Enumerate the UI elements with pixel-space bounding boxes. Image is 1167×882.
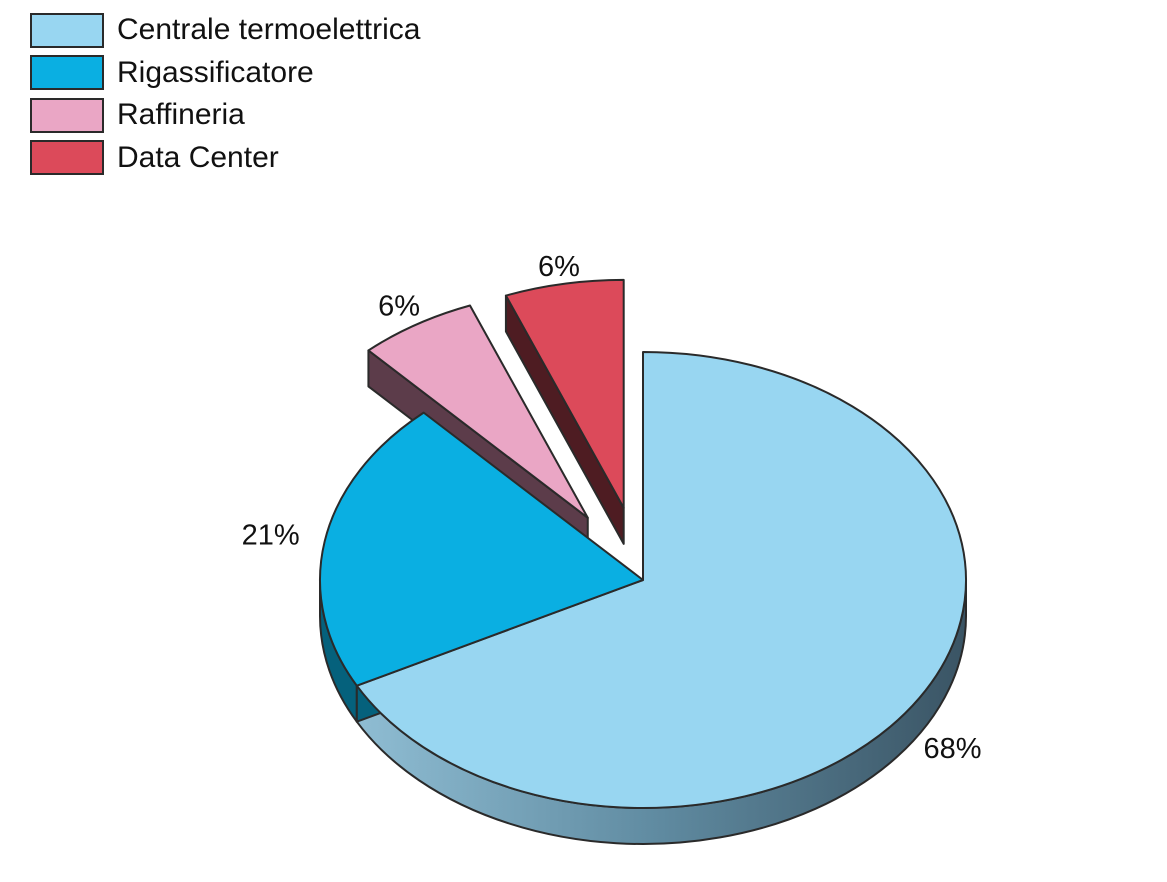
slice-value-label: 6% [378,290,420,322]
legend-swatch [30,140,104,176]
slice-top [355,351,967,809]
legend-label: Raffineria [117,98,245,132]
legend-item-centrale: Centrale termoelettrica [30,9,420,52]
legend-swatch [30,55,104,91]
legend: Centrale termoelettrica Rigassificatore … [30,9,420,179]
slice-value-label: 21% [242,520,300,552]
slice-top [504,278,625,509]
legend-label: Rigassificatore [117,55,314,89]
legend-item-rigassificatore: Rigassificatore [30,52,420,95]
slice-value-label: 68% [923,733,981,765]
legend-item-data-center: Data Center [30,137,420,180]
legend-swatch [30,97,104,133]
legend-swatch [30,12,104,48]
slice-top [319,411,644,687]
legend-label: Data Center [117,140,279,174]
slice-value-label: 6% [538,251,580,283]
legend-item-raffineria: Raffineria [30,94,420,137]
slice-top [367,304,589,519]
legend-label: Centrale termoelettrica [117,13,421,47]
